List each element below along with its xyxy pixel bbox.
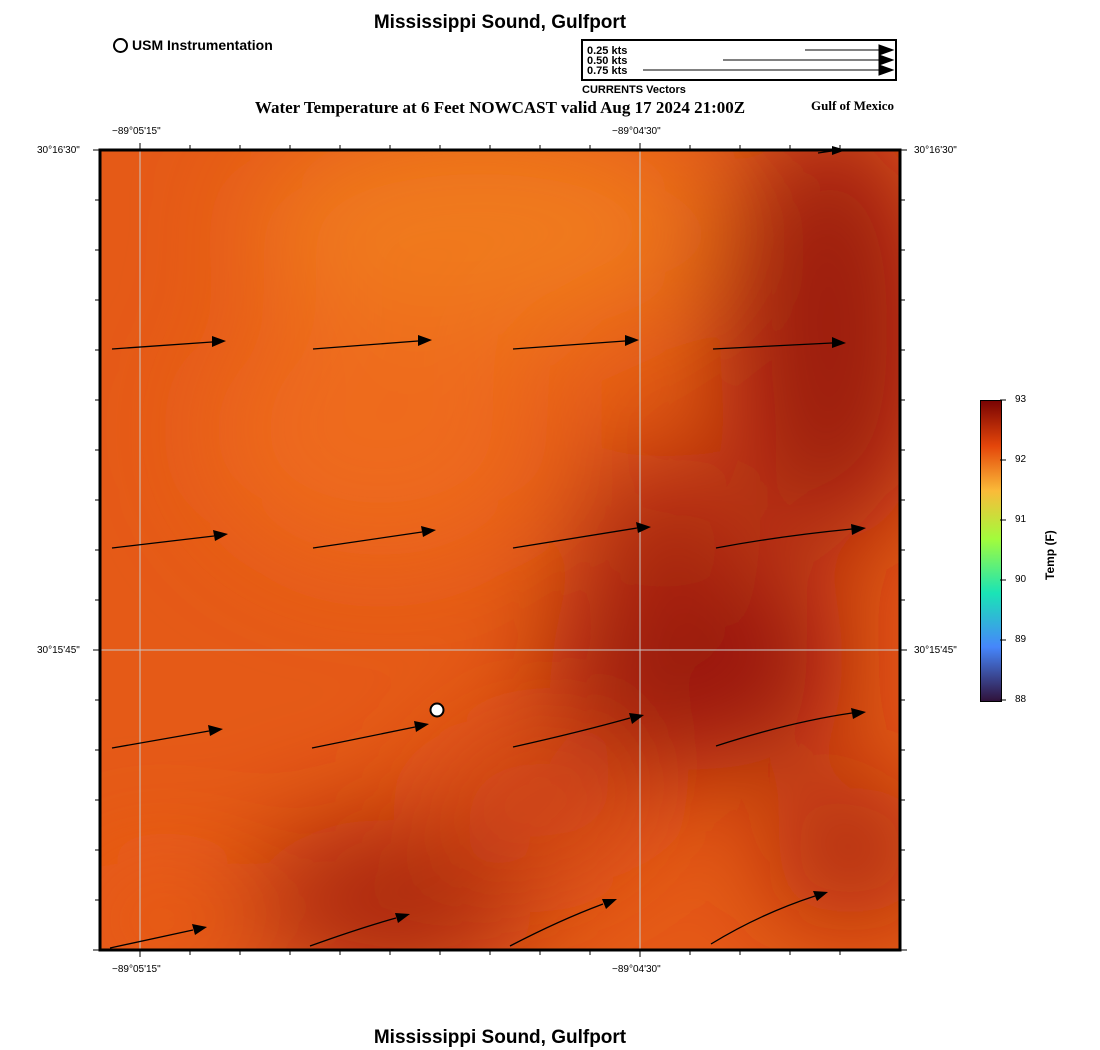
current-vector [111,341,213,350]
arrow-icon [212,336,226,347]
arrow-icon [813,891,828,901]
vector-legend-arrows [643,44,895,76]
arrow-icon [192,924,207,935]
vector-legend-row: 0.50 kts [587,55,628,67]
region-label: Gulf of Mexico [811,98,895,113]
footer-title: Mississippi Sound, Gulfport [373,1027,627,1048]
colorbar-tick-label: 89 [1015,634,1027,645]
current-vector [715,528,853,549]
arrow-icon [208,725,223,736]
current-vector [312,340,419,350]
current-vector [817,150,833,154]
arrow-icon [878,64,895,76]
lat-tick-label: 30°15'45" [914,645,957,656]
arrow-icon [878,54,895,66]
arrow-icon [602,899,617,909]
usm-legend: USM Instrumentation [113,37,273,53]
colorbar-tick-label: 88 [1015,694,1027,705]
circle-icon [113,37,128,53]
current-vector [512,527,638,549]
current-vector [512,340,626,350]
current-vector [509,903,604,947]
colorbar-tick-label: 91 [1015,514,1027,525]
lon-tick-label: −89°04'30" [612,126,661,137]
arrow-icon [213,530,228,541]
arrow-icon [832,337,846,348]
temperature-field [100,150,900,950]
arrow-icon [421,526,436,537]
vector-legend-caption: CURRENTS Vectors [582,84,686,96]
vector-legend: 0.25 kts 0.50 kts 0.75 kts [581,39,897,81]
arrow-icon [878,44,895,56]
colorbar-title: Temp (F) [1043,530,1057,580]
colorbar-ticks [1000,399,1006,701]
current-vector [512,717,631,748]
current-vector [111,535,215,549]
arrow-icon [395,913,410,923]
lat-tick-label: 30°16'30" [37,145,80,156]
current-vector [710,895,816,945]
current-vector [309,917,397,947]
current-vector [111,730,210,749]
current-vector [715,712,853,747]
current-vector [109,929,194,949]
vector-heads [192,146,866,935]
arrow-icon [851,524,866,535]
colorbar-tick-label: 92 [1015,454,1027,465]
arrow-icon [832,146,846,155]
current-vector [312,531,423,549]
vector-legend-row: 0.75 kts [587,65,628,77]
graticule [100,150,900,950]
colorbar [980,400,1002,702]
current-vector [311,726,416,749]
arrow-icon [851,708,866,719]
map-title: Water Temperature at 6 Feet NOWCAST vali… [254,98,746,117]
lon-tick-label: −89°05'15" [112,126,161,137]
lat-tick-label: 30°16'30" [914,145,957,156]
arrow-icon [625,335,639,346]
colorbar-tick-label: 93 [1015,394,1027,405]
arrow-icon [414,721,429,732]
lon-tick-label: −89°05'15" [112,964,161,975]
circle-icon [429,702,445,718]
arrow-icon [418,335,432,346]
usm-legend-label: USM Instrumentation [132,37,273,53]
arrow-icon [629,713,644,724]
colorbar-tick-label: 90 [1015,574,1027,585]
current-vector [712,342,833,350]
vector-legend-row: 0.25 kts [587,45,628,57]
lat-tick-label: 30°15'45" [37,645,80,656]
frame-ticks [93,143,907,957]
current-vectors [109,150,853,949]
lon-tick-label: −89°04'30" [612,964,661,975]
page-title: Mississippi Sound, Gulfport [373,12,627,33]
arrow-icon [636,522,651,533]
